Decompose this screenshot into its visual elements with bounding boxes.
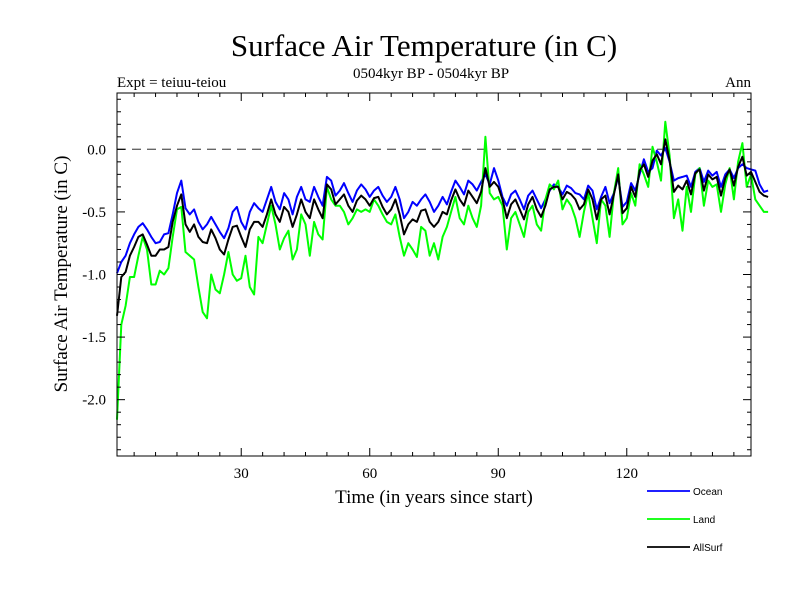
axes: 30 60 90 120 0.0 -0.5 -1.0 -1.5 -2.0	[82, 93, 751, 482]
legend-label: Ocean	[693, 487, 722, 498]
x-tick-label: 30	[234, 466, 249, 482]
chart-title: Surface Air Temperature (in C)	[231, 28, 617, 63]
x-tick-label: 90	[491, 466, 506, 482]
x-tick-label: 60	[362, 466, 377, 482]
experiment-label: Expt = teiuu-teiou	[117, 75, 227, 91]
legend-label: Land	[693, 515, 715, 526]
legend: Ocean Land AllSurf	[647, 487, 723, 554]
legend-item-ocean: Ocean	[647, 487, 722, 498]
series-line-land	[116, 120, 769, 420]
series-line-ocean	[116, 147, 769, 274]
x-tick-label: 120	[616, 466, 639, 482]
y-tick-label: -2.0	[82, 393, 106, 409]
x-axis-label: Time (in years since start)	[335, 487, 533, 508]
y-tick-label: 0.0	[87, 142, 106, 158]
legend-item-land: Land	[647, 515, 715, 526]
y-tick-label: -1.5	[82, 330, 106, 346]
y-tick-label: -0.5	[82, 205, 106, 221]
plot-lines	[116, 120, 769, 420]
chart-subtitle: 0504kyr BP - 0504kyr BP	[353, 66, 509, 82]
legend-label: AllSurf	[693, 543, 723, 554]
y-axis-label: Surface Air Temperature (in C)	[51, 156, 72, 393]
y-tick-label: -1.0	[82, 268, 106, 284]
legend-item-allsurf: AllSurf	[647, 543, 723, 554]
series-line-allsurf	[116, 138, 769, 316]
season-label: Ann	[725, 75, 751, 91]
